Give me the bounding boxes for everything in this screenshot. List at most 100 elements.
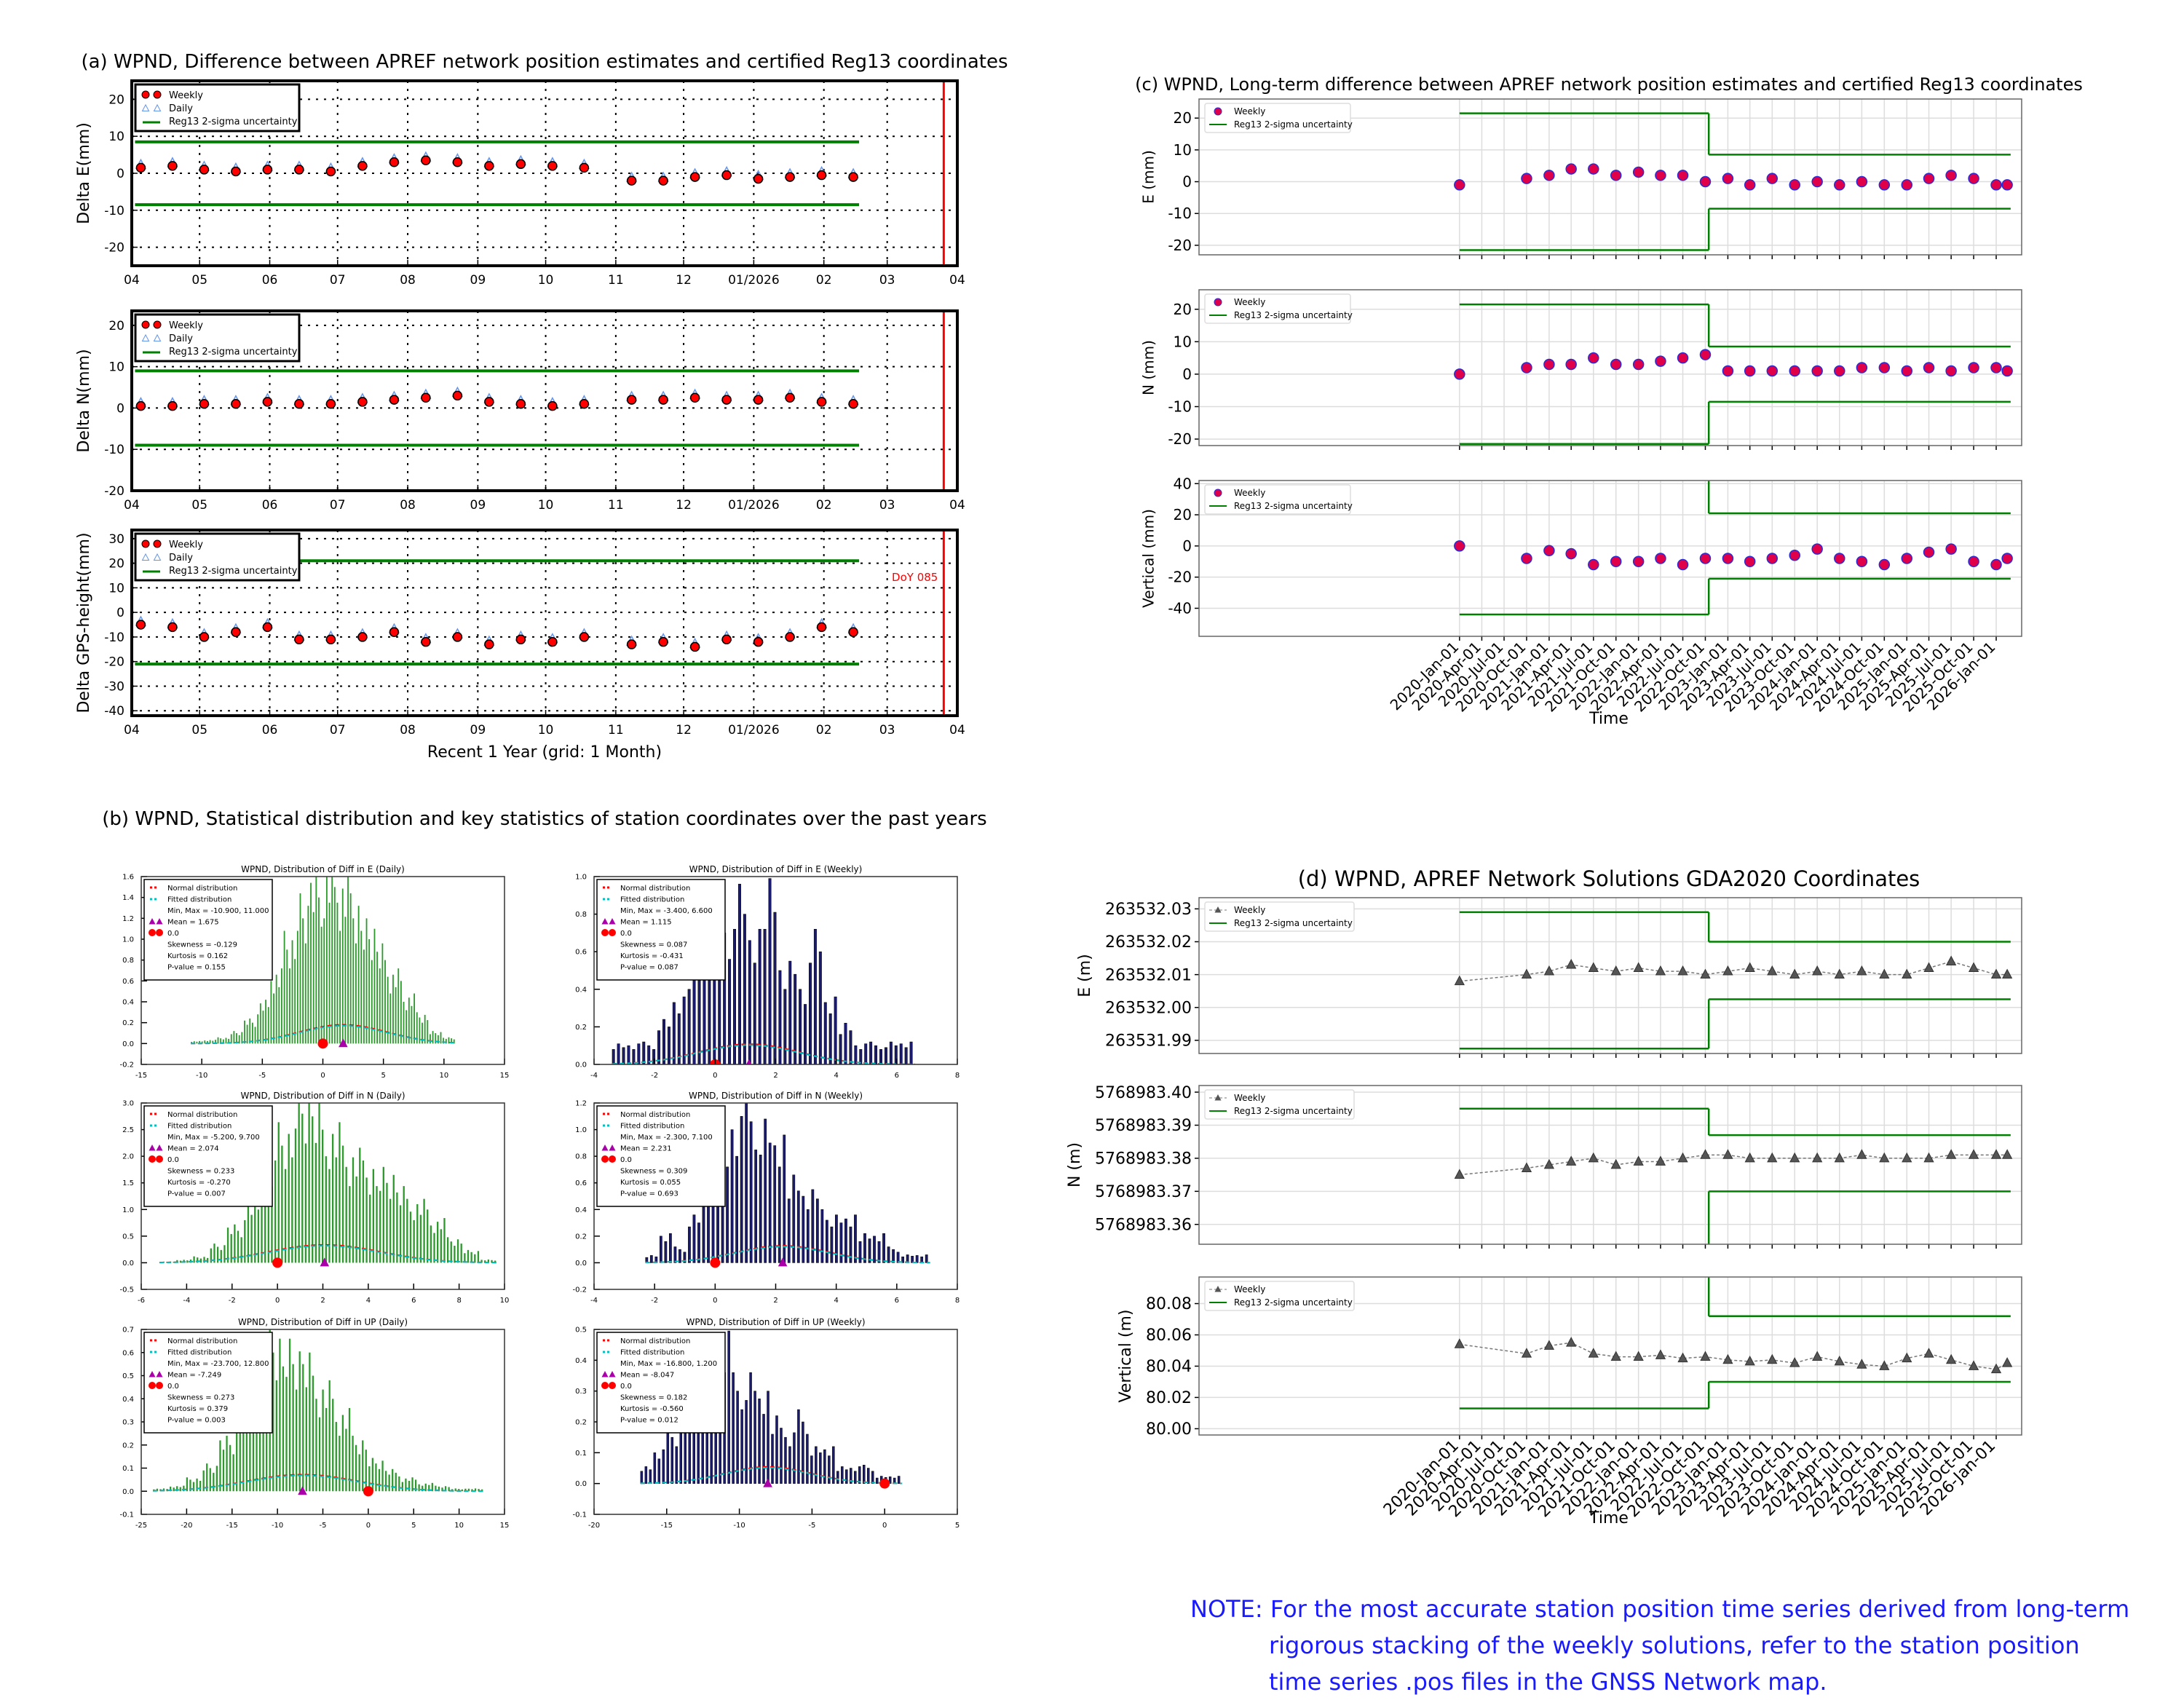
histogram-bar [899,1043,903,1064]
histogram-bar [727,1330,730,1484]
x-tick-label: -4 [590,1297,598,1305]
histogram-bar [925,1254,928,1263]
legend-zero-marker [601,1382,609,1389]
weekly-point [1588,1348,1599,1358]
plot-frame [141,876,505,1065]
weekly-point [1566,1337,1577,1347]
histogram-bar [382,1166,384,1263]
y-tick-label: 10 [108,360,124,375]
x-axis-label: Time [1588,710,1629,728]
y-tick-label: 10 [108,581,124,596]
y-tick-label: 263532.00 [1105,999,1192,1017]
histogram-bar [226,1227,229,1263]
legend-text: 2.074 [198,1145,219,1153]
y-tick-label: 0.7 [122,1327,134,1335]
x-tick-label: 11 [608,273,624,288]
weekly-point [515,399,526,409]
legend-row: Skewness = 0.233 [167,1168,234,1176]
histogram-bar [401,1482,403,1492]
histogram-bar [767,1391,769,1484]
histogram-bar [666,1428,670,1484]
legend-zero-marker [149,1155,156,1163]
histogram-bar [310,882,312,1044]
histogram-bar [834,996,837,1064]
legend-label: Weekly [169,539,203,550]
histogram-bar [427,1020,429,1044]
y-tick-label: 0.1 [575,1450,587,1458]
legend-box [1204,1089,1355,1120]
legend-text: Normal distribution [167,1337,237,1345]
weekly-point [2002,1149,2013,1159]
plot-area [191,877,456,1049]
weekly-point [1610,170,1622,181]
histogram-bar [622,1047,625,1064]
weekly-point [421,155,431,165]
histogram-bar [272,1352,274,1492]
histogram-bar [286,949,288,1044]
weekly-point [626,175,637,186]
legend-box [596,1105,726,1207]
histogram-bar [312,1375,314,1492]
legend-text: Skewness [620,941,656,949]
histogram-bar [348,1407,351,1492]
histogram-bar [333,887,336,1044]
histogram-bar [778,1166,781,1263]
histogram-bar [282,1366,285,1492]
legend-text: 1.115 [651,919,672,927]
legend-row: Skewness = 0.273 [167,1394,234,1402]
x-tick-label: 6 [895,1297,899,1305]
legend-text: = [649,952,660,960]
weekly-point [1543,965,1555,976]
histogram-bar [863,1233,866,1263]
weekly-point [1879,1152,1890,1163]
histogram-bar [728,959,732,1064]
y-tick-label: 1.4 [122,894,134,902]
histogram-bar [443,1037,445,1044]
weekly-point [1699,349,1712,360]
legend-text: , [239,1360,243,1368]
histogram-bar [360,930,363,1044]
histogram-bar [254,1027,256,1044]
x-tick-label: -5 [808,1522,815,1530]
weekly-point [1677,1152,1688,1163]
plot-area [1199,898,2022,1053]
legend-text: -0.560 [660,1405,684,1413]
legend-row: P-value = 0.693 [620,1190,678,1198]
weekly-point [689,641,700,652]
legend-box [1204,103,1351,133]
weekly-point [1565,358,1577,371]
y-tick-label: 0.2 [575,1024,587,1032]
legend-label: Weekly [1234,106,1265,116]
histogram-bar [830,1226,834,1263]
x-tick-label: 07 [330,498,346,513]
y-tick-label: 263532.01 [1105,966,1192,984]
legend-mean-marker [601,1371,609,1377]
legend-daily-marker [141,333,150,341]
histogram-bar [230,1233,232,1263]
y-tick-label: 0.0 [122,1040,134,1048]
y-tick-label: 0.8 [575,911,587,919]
x-tick-label: 02 [816,273,832,288]
weekly-line [1459,1342,2008,1370]
histogram-bar [845,1469,848,1484]
legend-text: Normal distribution [620,1111,690,1119]
histogram-bar [882,1233,885,1263]
histogram-bar [418,1484,420,1492]
weekly-point [1655,1349,1666,1359]
y-axis-label: E (mm) [1139,150,1157,204]
legend-box [143,1332,273,1434]
panel-d-subplot: 5768983.36 5768983.37 5768983.38 5768983.39… [1066,1084,2022,1249]
weekly-point [1767,965,1778,976]
legend: Normal distribution Fitted distribution Mi… [143,1105,273,1207]
histogram-bar [768,878,772,1064]
histogram-bar [612,1049,615,1064]
legend-row: Fitted distribution [167,1349,232,1357]
legend-row: Normal distribution [620,1111,690,1119]
histogram-bar [657,1030,661,1064]
legend-mean-marker [149,1144,156,1151]
panel-d-subplot: 263531.99 263532.00 263532.01 263532.02 2635… [1076,897,2022,1058]
weekly-point [1744,1152,1755,1163]
histogram-bar [288,1338,291,1492]
weekly-point [753,395,764,405]
legend-label: Daily [169,103,193,114]
